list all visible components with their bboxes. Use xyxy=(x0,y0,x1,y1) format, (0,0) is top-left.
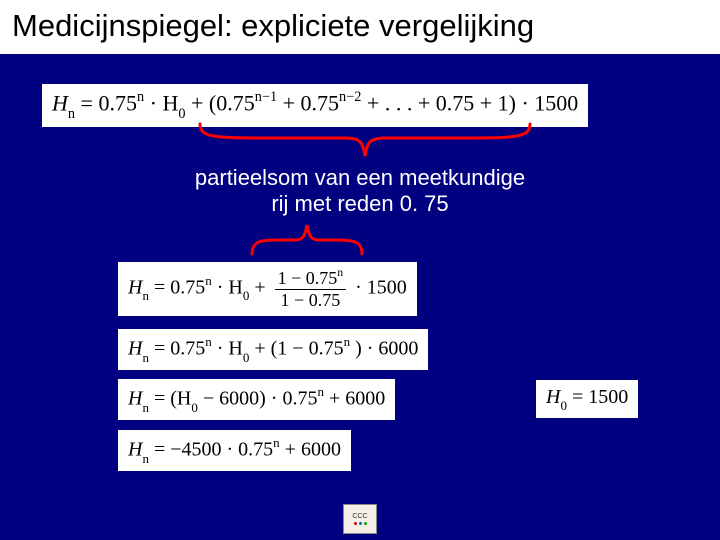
brace-down-2 xyxy=(247,222,367,260)
annotation-text: partieelsom van een meetkundige rij met … xyxy=(0,165,720,217)
brace-down-1 xyxy=(195,120,535,162)
sup-n: n xyxy=(205,273,212,288)
formula-4: Hn = (H0 − 6000) · 0.75n + 6000 xyxy=(118,379,395,420)
sub-0: 0 xyxy=(560,398,567,413)
txt: + 6000 xyxy=(280,439,341,461)
var-H: H xyxy=(128,276,142,298)
formula-3: Hn = 0.75n · H0 + (1 − 0.75n ) · 6000 xyxy=(118,329,428,370)
txt: ) · 6000 xyxy=(350,338,418,360)
slide-title: Medicijnspiegel: expliciete vergelijking xyxy=(12,8,708,44)
txt: + 0.75 xyxy=(277,90,339,115)
txt: · 1500 xyxy=(350,276,407,298)
logo-dot-icon xyxy=(359,522,362,525)
sup-n1: n−1 xyxy=(255,89,277,105)
var-H: H xyxy=(52,90,68,115)
txt: · H xyxy=(144,90,178,115)
var-H: H xyxy=(546,386,560,408)
annotation-line-1: partieelsom van een meetkundige xyxy=(0,165,720,191)
txt: · H xyxy=(212,338,243,360)
formula-5: Hn = −4500 · 0.75n + 6000 xyxy=(118,430,351,471)
sup-n2: n−2 xyxy=(339,89,361,105)
txt: = 0.75 xyxy=(149,338,205,360)
sub-n: n xyxy=(142,400,149,415)
logo-label: CCC xyxy=(352,513,367,520)
var-H: H xyxy=(128,439,142,461)
txt: + xyxy=(249,276,270,298)
txt: = 0.75 xyxy=(149,276,205,298)
sub-0: 0 xyxy=(178,106,185,122)
sub-0: 0 xyxy=(243,350,250,365)
logo-dots xyxy=(354,522,367,525)
sup-n: n xyxy=(137,89,144,105)
txt: = −4500 · 0.75 xyxy=(149,439,273,461)
sup-n: n xyxy=(317,384,324,399)
sub-n: n xyxy=(142,288,149,303)
txt: + (1 − 0.75 xyxy=(249,338,343,360)
txt: + 6000 xyxy=(324,388,385,410)
txt: − 6000) · 0.75 xyxy=(198,388,318,410)
var-H: H xyxy=(128,388,142,410)
sub-0: 0 xyxy=(191,400,198,415)
logo-dot-icon xyxy=(354,522,357,525)
sub-n: n xyxy=(142,350,149,365)
frac-den: 1 − 0.75 xyxy=(275,290,347,310)
sub-n: n xyxy=(68,106,75,122)
frac-num: 1 − 0.75 xyxy=(278,268,338,288)
sup-n: n xyxy=(205,334,212,349)
fraction: 1 − 0.75n1 − 0.75 xyxy=(275,268,347,310)
formula-4b: H0 = 1500 xyxy=(536,380,638,418)
footer-logo: CCC xyxy=(343,504,377,534)
sub-0: 0 xyxy=(243,288,250,303)
sub-n: n xyxy=(142,451,149,466)
txt: + (0.75 xyxy=(186,90,255,115)
sup-n2: n xyxy=(344,334,351,349)
txt: = (H xyxy=(149,388,191,410)
var-H: H xyxy=(128,338,142,360)
frac-num-sup: n xyxy=(337,266,343,279)
formula-2: Hn = 0.75n · H0 + 1 − 0.75n1 − 0.75 · 15… xyxy=(118,262,417,316)
logo-dot-icon xyxy=(364,522,367,525)
txt: + . . . + 0.75 + 1) · 1500 xyxy=(361,90,578,115)
title-bar: Medicijnspiegel: expliciete vergelijking xyxy=(0,0,720,54)
txt: = 0.75 xyxy=(75,90,137,115)
sup-n: n xyxy=(273,435,280,450)
annotation-line-2: rij met reden 0. 75 xyxy=(0,191,720,217)
txt: = 1500 xyxy=(567,386,628,408)
txt: · H xyxy=(212,276,243,298)
